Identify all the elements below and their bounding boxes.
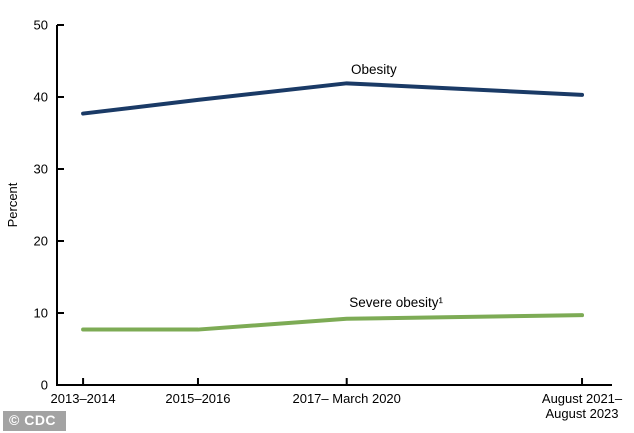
cdc-watermark: © CDC bbox=[3, 410, 67, 431]
series-label: Obesity bbox=[351, 62, 397, 77]
y-tick-label: 0 bbox=[41, 378, 48, 393]
y-axis-title: Percent bbox=[5, 182, 20, 227]
x-tick-label: August 2021– August 2023 bbox=[542, 391, 623, 421]
y-tick-label: 30 bbox=[34, 162, 48, 177]
y-tick-label: 20 bbox=[34, 234, 48, 249]
x-tick-label: 2017– March 2020 bbox=[292, 391, 400, 406]
x-tick-label: 2015–2016 bbox=[165, 391, 230, 406]
obesity-line bbox=[81, 81, 585, 116]
y-tick-label: 10 bbox=[34, 306, 48, 321]
y-tick-label: 50 bbox=[34, 18, 48, 33]
series-label: Severe obesity¹ bbox=[349, 295, 443, 310]
y-tick-label: 40 bbox=[34, 90, 48, 105]
severe-obesity-line bbox=[81, 313, 585, 332]
x-tick-label: 2013–2014 bbox=[51, 391, 116, 406]
